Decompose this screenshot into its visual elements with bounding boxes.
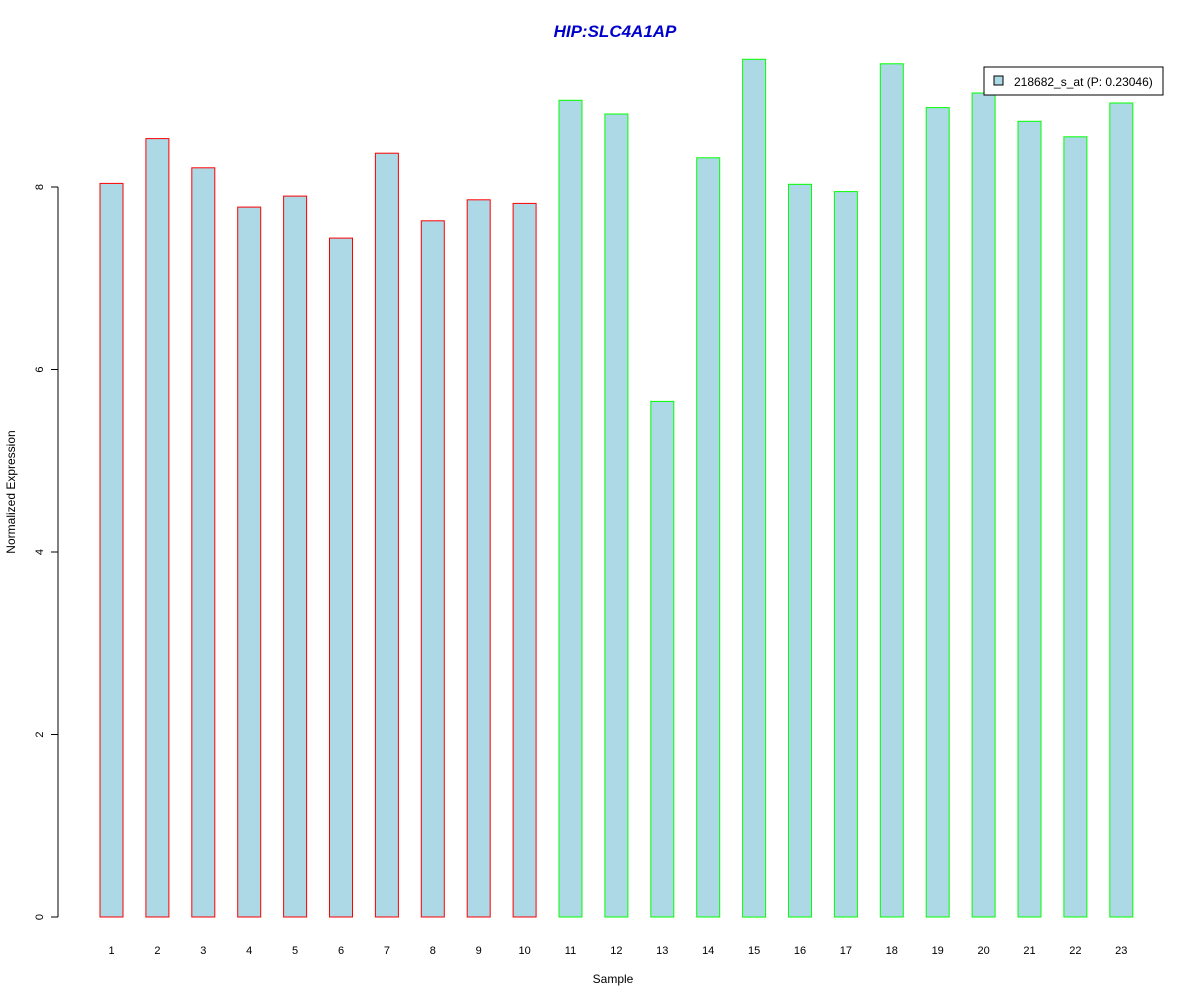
x-tick-label: 1 (108, 945, 114, 957)
bars-group (99, 58, 1134, 918)
x-tick-label: 18 (886, 945, 898, 957)
legend-swatch (993, 75, 1004, 86)
bar-sample-2 (145, 138, 170, 918)
x-tick-label: 22 (1069, 945, 1081, 957)
bar-sample-13 (650, 400, 675, 918)
x-tick-label: 12 (610, 945, 622, 957)
x-tick-label: 2 (154, 945, 160, 957)
bar-sample-10 (512, 202, 537, 918)
y-tick-label: 8 (34, 184, 46, 190)
x-tick-label: 23 (1115, 945, 1127, 957)
legend: 218682_s_at (P: 0.23046) (983, 66, 1164, 96)
legend-label: 218682_s_at (P: 0.23046) (1014, 75, 1153, 89)
bar-sample-22 (1063, 136, 1088, 918)
bar-sample-17 (833, 191, 858, 918)
x-tick-label: 17 (840, 945, 852, 957)
bar-sample-19 (925, 107, 950, 918)
y-axis: 0 2 4 6 8 (34, 184, 59, 920)
x-axis-label: Sample (593, 972, 634, 986)
x-tick-label: 9 (476, 945, 482, 957)
x-tick-label: 8 (430, 945, 436, 957)
bar-sample-3 (191, 167, 216, 918)
y-axis-label: Normalized Expression (4, 430, 18, 553)
y-tick-label: 2 (34, 731, 46, 737)
bar-sample-9 (466, 199, 491, 918)
legend-box (983, 66, 1164, 96)
bar-sample-12 (604, 113, 629, 918)
x-tick-label: 20 (977, 945, 989, 957)
x-tick-label: 5 (292, 945, 298, 957)
bar-sample-7 (374, 152, 399, 918)
bar-sample-4 (237, 206, 262, 918)
x-tick-label: 7 (384, 945, 390, 957)
bar-sample-14 (696, 157, 721, 918)
bar-sample-18 (879, 63, 904, 918)
x-tick-label: 6 (338, 945, 344, 957)
x-tick-label: 10 (518, 945, 530, 957)
bar-sample-21 (1017, 120, 1042, 918)
x-tick-label: 13 (656, 945, 668, 957)
x-tick-label: 19 (932, 945, 944, 957)
y-tick-label: 0 (34, 914, 46, 920)
x-tick-label: 15 (748, 945, 760, 957)
x-tick-label: 4 (246, 945, 252, 957)
x-tick-label: 16 (794, 945, 806, 957)
bar-sample-11 (558, 99, 583, 918)
x-tick-label: 21 (1023, 945, 1035, 957)
bar-sample-8 (420, 220, 445, 918)
x-tick-label: 14 (702, 945, 714, 957)
bar-sample-1 (99, 182, 124, 918)
bar-sample-20 (971, 92, 996, 918)
y-tick-label: 4 (34, 549, 46, 555)
x-tick-labels: 1 2 3 4 5 6 7 8 9 10 11 12 13 14 15 16 17 18 19 20 21 22 23 (108, 945, 1127, 957)
x-tick-label: 11 (565, 945, 576, 957)
y-tick-label: 6 (34, 366, 46, 372)
bar-sample-15 (742, 58, 767, 918)
x-tick-label: 3 (200, 945, 206, 957)
bar-sample-6 (329, 237, 353, 918)
chart-title: HIP:SLC4A1AP (554, 22, 677, 41)
bar-sample-5 (283, 195, 308, 918)
bar-sample-16 (788, 183, 812, 918)
bar-sample-23 (1109, 102, 1134, 918)
